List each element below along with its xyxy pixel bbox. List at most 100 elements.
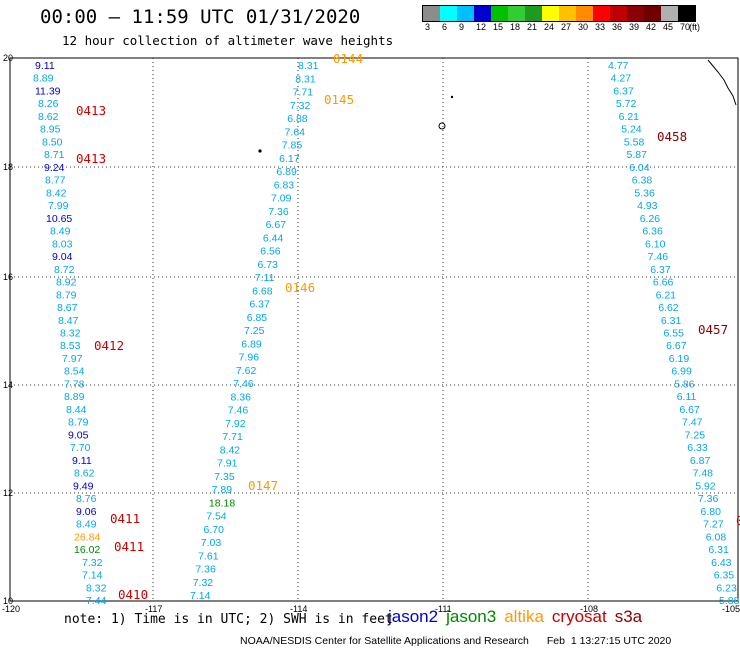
wave-height-value: 7.36 — [268, 206, 289, 218]
wave-height-value: 8.26 — [38, 98, 59, 110]
wave-height-value: 7.32 — [290, 100, 311, 112]
wave-height-value: 8.50 — [42, 136, 63, 148]
pass-time-label: 0145 — [324, 92, 354, 107]
wave-height-value: 7.47 — [682, 417, 703, 429]
page-subtitle: 12 hour collection of altimeter wave hei… — [62, 33, 394, 48]
wave-height-value: 5.36 — [634, 187, 655, 199]
wave-height-value: 7.25 — [244, 325, 265, 337]
wave-height-value: 6.21 — [656, 289, 677, 301]
wave-height-value: 7.62 — [236, 365, 257, 377]
colorbar-label: 27 — [561, 22, 572, 32]
wave-height-value: 6.89 — [276, 166, 297, 178]
legend-altika: altika — [504, 607, 544, 626]
colorbar-labels: 3 6 9 12 15 18 21 24 27 30 33 36 39 42 45 70 (ft) — [422, 22, 740, 34]
pass-time-label: 0 — [736, 513, 740, 528]
lat-label: 18 — [3, 162, 13, 172]
wave-height-value: 7.97 — [62, 353, 83, 365]
legend-s3a: s3a — [614, 607, 643, 626]
legend-jason2: jason2 — [388, 607, 439, 626]
wave-height-value: 8.32 — [60, 328, 81, 340]
lon-label: -111 — [435, 604, 452, 614]
wave-height-value: 6.44 — [263, 232, 284, 244]
wave-height-value: 8.92 — [56, 277, 77, 289]
wave-height-value: 6.83 — [274, 179, 295, 191]
wave-height-value: 7.89 — [212, 484, 233, 496]
wave-height-value: 8.44 — [66, 404, 87, 416]
pass-time-label: 0144 — [333, 51, 363, 66]
wave-height-value: 6.21 — [619, 111, 640, 123]
wave-height-value: 6.19 — [669, 353, 690, 365]
wave-height-value: 6.85 — [247, 312, 268, 324]
wave-height-value: 8.72 — [54, 264, 75, 276]
wave-height-value: 7.91 — [217, 458, 238, 470]
wave-height-value: 7.99 — [48, 200, 69, 212]
satellite-legend: jason2 jason3 altika cryosat s3a — [388, 607, 650, 627]
wave-height-value: 6.31 — [708, 544, 729, 556]
colorbar-swatch — [644, 6, 661, 21]
colorbar-swatch — [440, 6, 457, 21]
wave-height-value: 8.89 — [64, 391, 85, 403]
wave-height-value: 8.31 — [298, 60, 319, 72]
wave-height-value: 6.17 — [279, 153, 300, 165]
colorbar-label: 18 — [510, 22, 521, 32]
wave-height-value: 6.38 — [632, 175, 653, 187]
colorbar-label: 45 — [663, 22, 674, 32]
wave-height-value: 6.08 — [706, 531, 727, 543]
wave-height-value: 8.89 — [33, 73, 54, 85]
page-title: 00:00 – 11:59 UTC 01/31/2020 — [40, 6, 361, 28]
colorbar-swatch — [661, 6, 678, 21]
credit-line: NOAA/NESDIS Center for Satellite Applica… — [240, 635, 671, 647]
wave-height-value: 7.36 — [698, 493, 719, 505]
colorbar-swatch — [678, 6, 695, 21]
island — [438, 122, 446, 130]
wave-height-value: 7.14 — [82, 570, 103, 582]
wave-height-value: 6.99 — [671, 366, 692, 378]
pass-time-label: 0412 — [94, 338, 124, 353]
wave-height-value: 5.92 — [695, 480, 716, 492]
pass-time-label: 0457 — [698, 322, 728, 337]
wave-height-value: 7.46 — [233, 378, 254, 390]
wave-height-value: 6.35 — [714, 570, 735, 582]
footer-note: note: 1) Time is in UTC; 2) SWH is in fe… — [64, 612, 393, 627]
colorbar-swatch — [627, 6, 644, 21]
colorbar-swatch — [576, 6, 593, 21]
wave-height-value: 8.76 — [76, 493, 97, 505]
wave-height-value: 8.42 — [46, 187, 67, 199]
colorbar — [422, 5, 696, 22]
pass-time-label: 0146 — [285, 280, 315, 295]
colorbar-label: 6 — [442, 22, 448, 32]
wave-height-value: 8.71 — [44, 149, 65, 161]
colorbar-label: 70 — [680, 22, 691, 32]
wave-height-value: 6.67 — [666, 340, 687, 352]
wave-height-value: 8.49 — [50, 226, 71, 238]
lon-label: -120 — [2, 604, 20, 614]
colorbar-swatch — [491, 6, 508, 21]
wave-height-value: 7.11 — [255, 272, 275, 284]
wave-height-value: 7.14 — [190, 590, 211, 602]
wave-height-value: 26.84 — [74, 531, 100, 543]
pass-time-label: 0413 — [76, 103, 106, 118]
wave-height-value: 18.18 — [209, 497, 235, 509]
wave-height-value: 8.62 — [38, 111, 59, 123]
lat-label: 10 — [3, 596, 13, 606]
wave-height-value: 7.64 — [285, 126, 306, 138]
wave-height-value: 8.79 — [56, 289, 77, 301]
lon-label: -105 — [722, 604, 740, 614]
wave-height-value: 6.70 — [204, 524, 225, 536]
wave-height-value: 7.25 — [685, 429, 706, 441]
wave-height-value: 7.03 — [201, 537, 222, 549]
colorbar-label: 12 — [476, 22, 487, 32]
colorbar-swatch — [474, 6, 491, 21]
wave-height-value: 6.36 — [642, 226, 663, 238]
wave-height-value: 6.62 — [658, 302, 679, 314]
wave-height-value: 9.05 — [68, 429, 89, 441]
wave-height-value: 9.24 — [44, 162, 65, 174]
wave-height-value: 6.80 — [701, 506, 722, 518]
wave-height-value: 7.32 — [193, 577, 214, 589]
wave-height-value: 7.35 — [214, 471, 235, 483]
island — [450, 95, 454, 99]
colorbar-label: 15 — [493, 22, 504, 32]
wave-height-value: 4.27 — [611, 73, 632, 85]
wave-height-value: 7.96 — [239, 352, 260, 364]
